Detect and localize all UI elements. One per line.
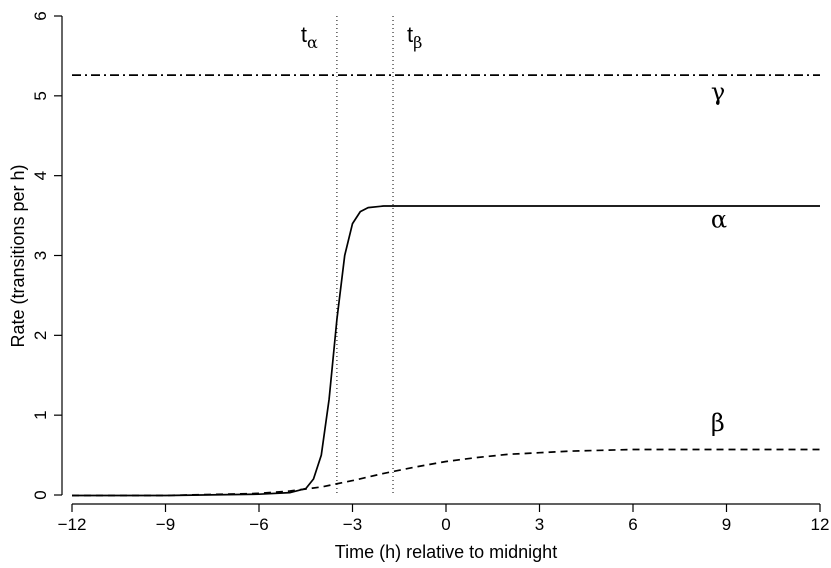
y-tick-label: 6 <box>31 11 50 20</box>
y-tick-label: 5 <box>31 91 50 100</box>
x-tick-label: 6 <box>628 515 637 534</box>
series-beta-line <box>72 448 820 497</box>
y-tick-label: 4 <box>31 171 50 180</box>
vertical-line-label: tα <box>301 22 318 52</box>
y-tick-label: 3 <box>31 251 50 260</box>
x-tick-label: −6 <box>249 515 268 534</box>
series-alpha-line <box>72 205 820 497</box>
x-tick-label: 3 <box>535 515 544 534</box>
x-tick-label: 0 <box>441 515 450 534</box>
x-axis-label: Time (h) relative to midnight <box>335 542 557 562</box>
x-tick-label: 12 <box>811 515 830 534</box>
y-tick-label: 0 <box>31 490 50 499</box>
y-tick-label: 1 <box>31 410 50 419</box>
series-label-beta: β <box>711 409 725 437</box>
y-axis-label: Rate (transitions per h) <box>8 164 28 347</box>
annotations: tα tβ γ α β <box>301 22 727 437</box>
series-label-gamma: γ <box>711 78 725 106</box>
x-tick-label: −12 <box>58 515 87 534</box>
x-tick-label: −9 <box>156 515 175 534</box>
y-tick-label: 2 <box>31 331 50 340</box>
x-tick-label: 9 <box>722 515 731 534</box>
vertical-line-label: tβ <box>407 22 422 52</box>
plot-area <box>72 16 820 497</box>
series-label-alpha: α <box>711 206 727 234</box>
x-tick-label: −3 <box>343 515 362 534</box>
